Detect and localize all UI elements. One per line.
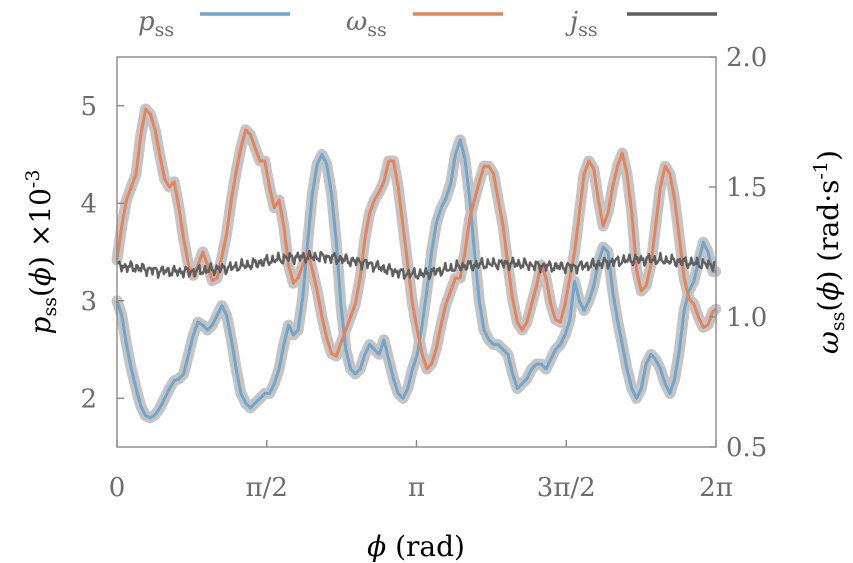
- right-y-tick-label-0: 0.5: [726, 433, 767, 463]
- right-y-tick-label-1: 1.0: [726, 303, 767, 333]
- series-line-2: [116, 249, 716, 281]
- left-y-tick-label-0: 2: [80, 384, 97, 414]
- x-axis-title: ϕ (rad): [367, 530, 465, 563]
- legend-label-0: pss: [138, 7, 174, 41]
- x-tick-label-3: 3π/2: [537, 473, 596, 503]
- legend-label-1: ωss: [346, 7, 387, 41]
- x-tick-label-2: π: [408, 473, 425, 503]
- left-y-axis-title: pss(ϕ) ×10-3: [22, 170, 61, 335]
- right-y-axis-title: ωss(ϕ) (rad·s-1): [810, 150, 849, 354]
- left-y-axis-ticks: 2 3 4 5: [80, 92, 124, 414]
- left-y-tick-label-3: 5: [80, 92, 97, 122]
- x-axis-ticks: 0 π/2 π 3π/2 2π: [109, 440, 733, 503]
- right-y-axis-ticks: 0.5 1.0 1.5 2.0: [709, 43, 767, 463]
- x-tick-label-1: π/2: [246, 473, 288, 503]
- legend-label-2: jss: [565, 7, 598, 41]
- legend: pss ωss jss: [138, 7, 717, 41]
- right-y-tick-label-3: 2.0: [726, 43, 767, 73]
- left-y-tick-label-2: 4: [80, 189, 97, 219]
- x-tick-label-4: 2π: [699, 473, 733, 503]
- series-lines: [115, 107, 717, 420]
- series-line-1: [115, 107, 717, 371]
- x-tick-label-0: 0: [109, 473, 126, 503]
- series-line-0: [115, 138, 716, 420]
- left-y-tick-label-1: 3: [80, 287, 97, 317]
- right-y-tick-label-2: 1.5: [726, 173, 767, 203]
